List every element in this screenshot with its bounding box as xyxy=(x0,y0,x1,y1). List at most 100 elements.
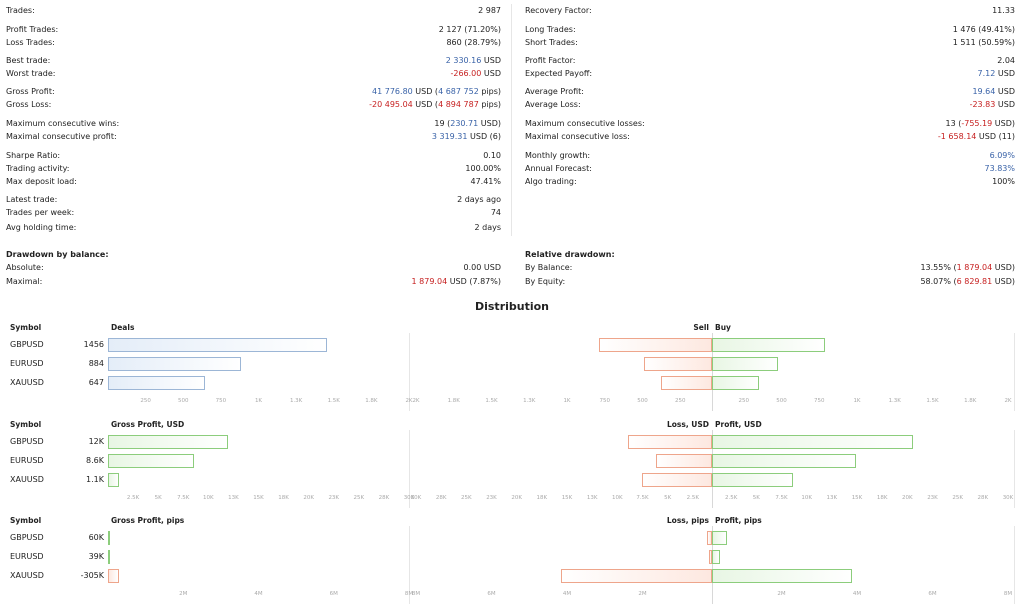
stat-value: 2 987 xyxy=(478,6,501,15)
stat-value: -1 658.14 USD (11) xyxy=(938,130,1015,143)
symbol-value: 12K xyxy=(88,437,104,446)
symbol-value: 39K xyxy=(88,552,104,561)
chart-divider xyxy=(1014,430,1015,508)
symbol-value: 1456 xyxy=(83,340,104,349)
stat-value: 0.00 USD xyxy=(463,263,501,272)
axis-tick-label: 1.8K xyxy=(447,398,460,404)
axis-tick-label: 18K xyxy=(278,495,289,501)
value-part: pips) xyxy=(478,100,501,109)
axis-tick-label: 2M xyxy=(777,591,786,597)
symbol-value: 60K xyxy=(88,533,104,542)
stat-value: -23.83 USD xyxy=(970,98,1015,111)
axis-tick-label: 1.5K xyxy=(926,398,939,404)
profit-bar xyxy=(712,454,856,468)
stat-row: Loss Trades: 860 (28.79%) xyxy=(0,36,505,49)
value-part: 58.07% ( xyxy=(920,277,957,286)
chart-divider xyxy=(1014,333,1015,411)
axis-tick-label: 7.5K xyxy=(636,495,649,501)
chart-center-line xyxy=(712,333,713,411)
stat-label: By Equity: xyxy=(525,277,566,286)
axis-tick-label: 20K xyxy=(511,495,522,501)
value-highlight: -20 495.04 xyxy=(369,100,413,109)
chart-divider xyxy=(1014,526,1015,604)
stat-label: Algo trading: xyxy=(525,177,577,186)
value-part: USD) xyxy=(992,263,1015,272)
left-bar xyxy=(108,569,119,583)
symbol-header: Symbol xyxy=(10,420,42,429)
profit-bar xyxy=(712,550,720,564)
axis-tick-label: 28K xyxy=(977,495,989,501)
stat-value: 73.83% xyxy=(984,162,1015,175)
axis-tick-label: 5K xyxy=(664,495,672,501)
stat-label: Max deposit load: xyxy=(6,177,77,186)
axis-tick-label: 25K xyxy=(952,495,963,501)
maximal-drawdown-amount: 1 879.04 xyxy=(411,277,448,286)
stats-divider xyxy=(511,4,512,236)
value-highlight: 2 330.16 xyxy=(445,56,482,65)
chart-center-line xyxy=(712,430,713,508)
loss-bar xyxy=(642,473,712,487)
stat-label: Average Profit: xyxy=(525,87,584,96)
value-highlight: -755.19 xyxy=(961,119,993,128)
axis-tick-label: 25K xyxy=(353,495,365,501)
stat-row: Maximal consecutive profit: 3 319.31 USD … xyxy=(0,130,505,143)
stat-row: Algo trading: 100% xyxy=(519,175,1019,188)
stat-row: Average Profit: 19.64 USD xyxy=(519,85,1019,98)
stat-label: Profit Trades: xyxy=(6,25,59,34)
value-part: USD) xyxy=(992,277,1015,286)
axis-tick-label: 8M xyxy=(411,591,421,597)
left-chart-header: Deals xyxy=(111,323,135,332)
stat-label: By Balance: xyxy=(525,263,573,272)
axis-tick-label: 7.5K xyxy=(775,495,788,501)
axis-tick-label: 1.3K xyxy=(888,398,901,404)
stat-value: 6.09% xyxy=(990,149,1015,162)
value-part: USD xyxy=(995,69,1015,78)
value-part: USD ( xyxy=(412,87,439,96)
axis-tick-label: 2.5K xyxy=(724,495,738,501)
stat-value: 41 776.80 USD (4 687 752 pips) xyxy=(372,85,501,98)
axis-tick-label: 2M xyxy=(638,591,647,597)
value-highlight: 3 319.31 xyxy=(431,132,468,141)
stat-label: Average Loss: xyxy=(525,100,581,109)
stat-row: Gross Loss: -20 495.04 USD (4 894 787 pip… xyxy=(0,98,505,111)
left-bar xyxy=(108,531,110,545)
symbol-name: EURUSD xyxy=(10,456,44,465)
axis-tick-label: 2.5K xyxy=(126,495,140,501)
axis-tick-label: 10K xyxy=(801,495,812,501)
axis-tick-label: 23K xyxy=(486,495,497,501)
axis-tick-label: 1.8K xyxy=(964,398,977,404)
axis-tick-label: 13K xyxy=(586,495,598,501)
left-bar xyxy=(108,454,194,468)
axis-tick-label: 1.8K xyxy=(365,398,378,404)
drawdown-balance-section: Drawdown by balance: Absolute: 0.00 USD … xyxy=(0,248,505,288)
axis-tick-label: 10K xyxy=(203,495,214,501)
axis-tick-label: 10K xyxy=(612,495,623,501)
stat-label: Recovery Factor: xyxy=(525,6,592,15)
axis-tick-label: 750 xyxy=(215,398,227,404)
value-highlight: 73.83% xyxy=(984,164,1015,173)
stat-value: 58.07% (6 829.81 USD) xyxy=(920,275,1015,288)
axis-tick-label: 2K xyxy=(405,398,413,404)
axis-tick-label: 13K xyxy=(228,495,239,501)
axis-tick-label: 250 xyxy=(140,398,151,404)
axis-tick-label: 30K xyxy=(403,495,415,501)
right-chart-left-header: Loss, pips xyxy=(666,516,709,525)
axis-tick-label: 20K xyxy=(303,495,314,501)
stat-row: Trades: 2 987 xyxy=(0,4,505,17)
axis-tick-label: 6M xyxy=(928,591,937,597)
axis-tick-label: 2K xyxy=(412,398,420,404)
stat-label: Monthly growth: xyxy=(525,151,591,160)
stat-row: Sharpe Ratio: 0.10 xyxy=(0,149,505,162)
value-part: USD xyxy=(481,69,501,78)
stat-row: Maximal: 1 879.04 USD (7.87%) xyxy=(0,275,505,288)
right-chart-left-header: Loss, USD xyxy=(666,420,709,429)
axis-tick-label: 4M xyxy=(254,591,263,597)
stat-label: Maximal consecutive loss: xyxy=(525,132,630,141)
stat-label: Loss Trades: xyxy=(6,38,55,47)
loss-bar xyxy=(644,357,712,371)
value-part: USD (6) xyxy=(467,132,501,141)
axis-tick-label: 8M xyxy=(1003,591,1013,597)
stat-label: Absolute: xyxy=(6,263,44,272)
axis-tick-label: 2M xyxy=(179,591,188,597)
loss-bar xyxy=(599,338,712,352)
